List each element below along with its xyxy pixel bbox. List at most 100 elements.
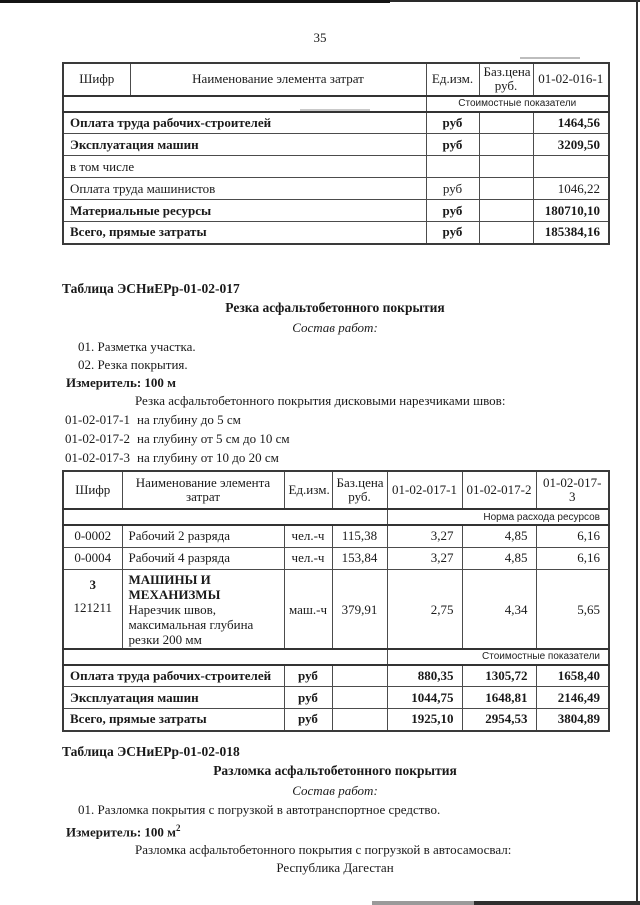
row-value-1: 1925,10: [386, 708, 463, 731]
empty-cell: [331, 686, 388, 709]
row-name: Рабочий 4 разряда: [121, 546, 285, 570]
machines-name-cell: МАШИНЫ И МЕХАНИЗМЫ Нарезчик швов, максим…: [121, 568, 285, 649]
cost-indicators-label: Стоимостные показатели: [425, 95, 610, 113]
row-price: 115,38: [331, 524, 388, 548]
row-value-3: 6,16: [535, 524, 610, 548]
row-value-1: 3,27: [386, 546, 463, 570]
row-value-2: 4,85: [461, 524, 537, 548]
measure-unit-017: Измеритель: 100 м: [66, 375, 177, 390]
row-unit: руб: [283, 664, 333, 687]
table-017-header-row: Шифр Наименование элемента затрат Ед.изм…: [62, 470, 610, 510]
empty-cell: [478, 221, 534, 245]
header-base-price-line2: руб.: [494, 78, 518, 94]
machine-value-1: 2,75: [430, 601, 454, 617]
machine-value-2: 4,34: [504, 601, 528, 617]
group-title: МАШИНЫ И МЕХАНИЗМЫ: [128, 571, 221, 602]
empty-cell: [62, 95, 427, 113]
variant-desc: на глубину от 5 см до 10 см: [137, 431, 290, 446]
empty-cell: [478, 133, 534, 157]
header-base-price-line2: руб.: [348, 489, 371, 504]
empty-cell: [62, 508, 388, 526]
row-value: 180710,10: [532, 199, 610, 223]
measure-text: Измеритель: 100 м: [66, 824, 177, 840]
row-name: Оплата труда машинистов: [62, 177, 427, 201]
row-unit: руб: [425, 199, 480, 223]
variant-code: 01-02-017-2: [65, 431, 130, 446]
table-row: Оплата труда машинистов руб 1046,22: [62, 177, 610, 201]
row-name: Материальные ресурсы: [62, 199, 427, 223]
resource-norm-row: Норма расхода ресурсов: [62, 508, 610, 526]
empty-cell: [478, 177, 534, 201]
row-value: [532, 155, 610, 179]
row-value: 1046,22: [532, 177, 610, 201]
variant-code: 01-02-017-1: [65, 412, 130, 427]
machine-price: 379,91: [341, 601, 378, 617]
table-row: Всего, прямые затраты руб 185384,16: [62, 221, 610, 245]
header-base-price-line1: Баз.цена: [336, 474, 384, 490]
row-unit: руб: [283, 686, 333, 709]
row-value-1: 1044,75: [386, 686, 463, 709]
header-col-017-3: 01-02-017-3: [535, 470, 610, 510]
table-row: 0-0002 Рабочий 2 разряда чел.-ч 115,38 3…: [62, 524, 610, 548]
header-col-017-1: 01-02-017-1: [386, 470, 463, 510]
header-code: Шифр: [62, 470, 123, 510]
header-unit: Ед.изм.: [283, 470, 333, 510]
header-name: Наименование элемента затрат: [129, 62, 427, 97]
table-row: 0-0004 Рабочий 4 разряда чел.-ч 153,84 3…: [62, 546, 610, 570]
row-value-2: 4,85: [461, 546, 537, 570]
row-unit: руб: [283, 708, 333, 731]
row-value-3: 1658,40: [535, 664, 610, 687]
table-016-header-row: Шифр Наименование элемента затрат Ед.изм…: [62, 62, 610, 97]
row-unit: [425, 155, 480, 179]
item-name: Нарезчик швов, максимальная глубина резк…: [128, 601, 254, 647]
group-code: 3: [89, 576, 97, 592]
row-value-1: 2,75: [386, 568, 463, 649]
row-code: 0-0004: [62, 546, 123, 570]
table-018-label: Таблица ЭСНиЕРр-01-02-018: [62, 744, 240, 759]
header-code: Шифр: [62, 62, 131, 97]
variant-line: 01-02-017-2 на глубину от 5 см до 10 см: [62, 429, 608, 448]
machines-group-row: 3 121211 МАШИНЫ И МЕХАНИЗМЫ Нарезчик шво…: [62, 568, 610, 649]
section-018-subtitle: Состав работ:: [292, 783, 378, 798]
scan-artifact-bottom-gray: [372, 901, 474, 905]
table-017-label: Таблица ЭСНиЕРр-01-02-017: [62, 281, 240, 296]
row-value-3: 3804,89: [535, 708, 610, 731]
resource-norm-label: Норма расхода ресурсов: [386, 508, 610, 526]
header-unit: Ед.изм.: [425, 62, 480, 97]
header-col-017-2: 01-02-017-2: [461, 470, 537, 510]
row-price: 153,84: [331, 546, 388, 570]
row-price: 379,91: [331, 568, 388, 649]
row-value: 3209,50: [532, 133, 610, 157]
table-row: Оплата труда рабочих-строителей руб 880,…: [62, 664, 610, 687]
section-017-subtitle: Состав работ:: [292, 320, 378, 335]
table-row: Эксплуатация машин руб 3209,50: [62, 133, 610, 157]
row-unit: чел.-ч: [283, 524, 333, 548]
header-base-price: Баз.цена руб.: [478, 62, 534, 97]
empty-cell: [478, 155, 534, 179]
table-row: Материальные ресурсы руб 180710,10: [62, 199, 610, 223]
row-value-2: 4,34: [461, 568, 537, 649]
header-name: Наименование элемента затрат: [121, 470, 285, 510]
work-item: 01. Разломка покрытия с погрузкой в авто…: [78, 802, 441, 817]
row-value: 185384,16: [532, 221, 610, 245]
section-018: Таблица ЭСНиЕРр-01-02-018 Разломка асфал…: [62, 742, 608, 859]
variant-code: 01-02-017-3: [65, 450, 130, 465]
section-018-intro: Разломка асфальтобетонного покрытия с по…: [135, 842, 512, 858]
section-017-title: Резка асфальтобетонного покрытия: [225, 300, 445, 315]
table-017: Шифр Наименование элемента затрат Ед.изм…: [62, 470, 610, 732]
machine-unit: маш.-ч: [288, 601, 328, 617]
scan-artifact-bottom-dark: [474, 901, 640, 905]
cost-indicators-label: Стоимостные показатели: [386, 647, 610, 666]
row-name: Оплата труда рабочих-строителей: [62, 111, 427, 135]
row-value-2: 1305,72: [461, 664, 537, 687]
row-unit: руб: [425, 111, 480, 135]
row-value-2: 1648,81: [461, 686, 537, 709]
empty-cell: [331, 664, 388, 687]
scan-artifact-right-line: [636, 0, 638, 905]
row-unit: чел.-ч: [283, 546, 333, 570]
variant-line: 01-02-017-3 на глубину от 10 до 20 см: [62, 448, 608, 467]
row-value-1: 880,35: [386, 664, 463, 687]
row-unit: маш.-ч: [283, 568, 333, 649]
measure-unit-018: Измеритель: 100 м2: [62, 819, 608, 841]
variant-desc: на глубину от 10 до 20 см: [137, 450, 279, 465]
